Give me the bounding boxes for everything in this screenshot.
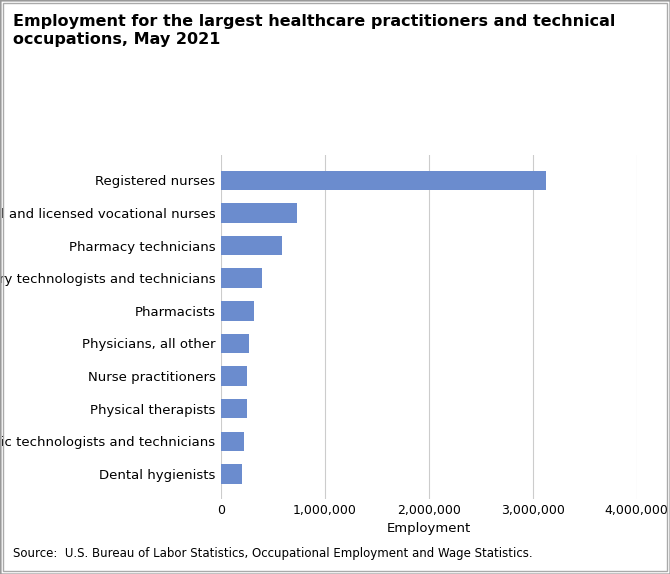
Bar xyxy=(221,301,254,321)
Bar xyxy=(221,366,247,386)
Bar xyxy=(221,236,282,255)
X-axis label: Employment: Employment xyxy=(387,522,471,535)
Text: Source:  U.S. Bureau of Labor Statistics, Occupational Employment and Wage Stati: Source: U.S. Bureau of Labor Statistics,… xyxy=(13,546,533,560)
Bar xyxy=(221,333,249,353)
Bar xyxy=(221,269,262,288)
Bar xyxy=(221,464,243,484)
Text: Employment for the largest healthcare practitioners and technical: Employment for the largest healthcare pr… xyxy=(13,14,616,29)
Text: occupations, May 2021: occupations, May 2021 xyxy=(13,32,221,46)
Bar xyxy=(221,432,244,451)
Bar xyxy=(221,170,546,190)
Bar xyxy=(221,203,297,223)
Bar xyxy=(221,399,247,418)
